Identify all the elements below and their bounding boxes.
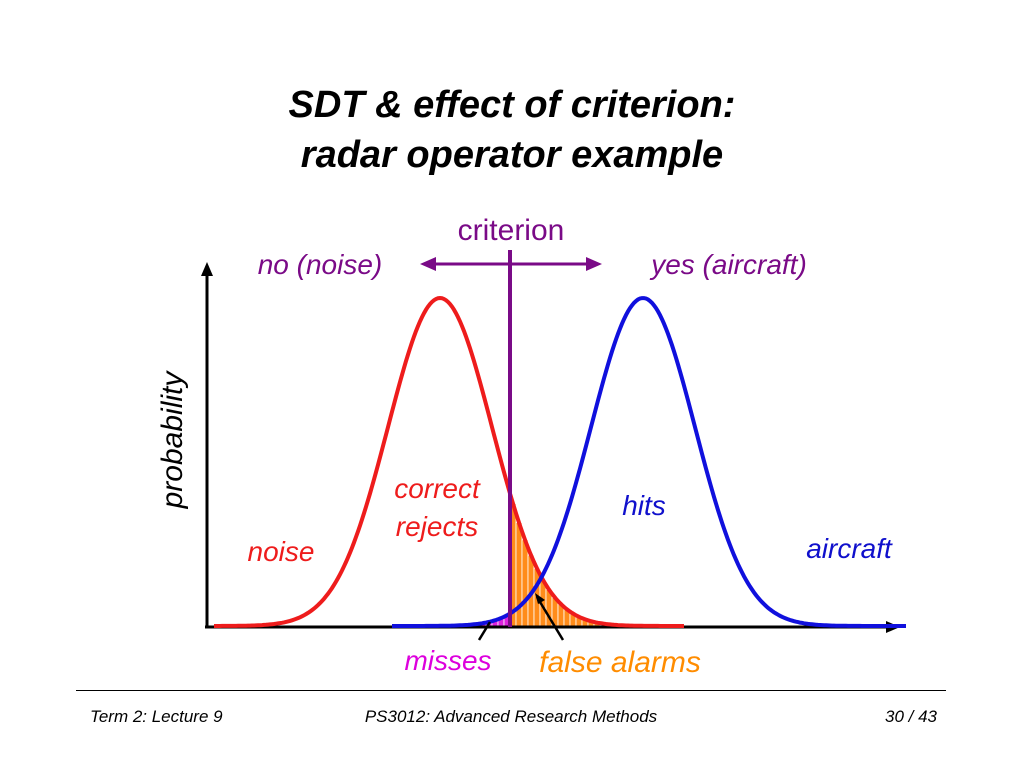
hits-label: hits [622,490,666,521]
correct-rejects-label-line-2: rejects [396,511,478,542]
correct-rejects-label-line-1: correct [394,473,481,504]
pointer-arrowhead-icon [535,593,545,604]
footer-divider [76,690,946,691]
arrow-right-icon [586,257,602,271]
yes-response-label: yes (aircraft) [649,249,807,280]
false-alarms-label: false alarms [539,646,701,679]
footer-page-number: 30 / 43 [885,707,937,726]
false-alarm-region [509,503,601,627]
title-line-1: SDT & effect of criterion: [288,84,736,126]
footer-lecture: Term 2: Lecture 9 [90,707,223,726]
criterion-label: criterion [458,214,565,247]
false-alarm-bar [521,539,529,627]
noise-distribution-curve [214,295,684,628]
y-axis-label: probability [156,370,189,510]
no-response-label: no (noise) [258,249,383,280]
noise-label: noise [248,536,315,567]
slide-title: SDT & effect of criterion: radar operato… [0,80,1024,180]
false-alarms-pointer [535,596,565,641]
y-axis-arrowhead [201,262,213,276]
aircraft-label: aircraft [806,533,893,564]
title-line-2: radar operator example [300,134,724,176]
signal-distribution-curve [392,296,906,628]
misses-label: misses [404,645,491,676]
arrow-left-icon [420,257,436,271]
footer-course: PS3012: Advanced Research Methods [364,707,658,726]
misses-pointer [477,621,492,641]
